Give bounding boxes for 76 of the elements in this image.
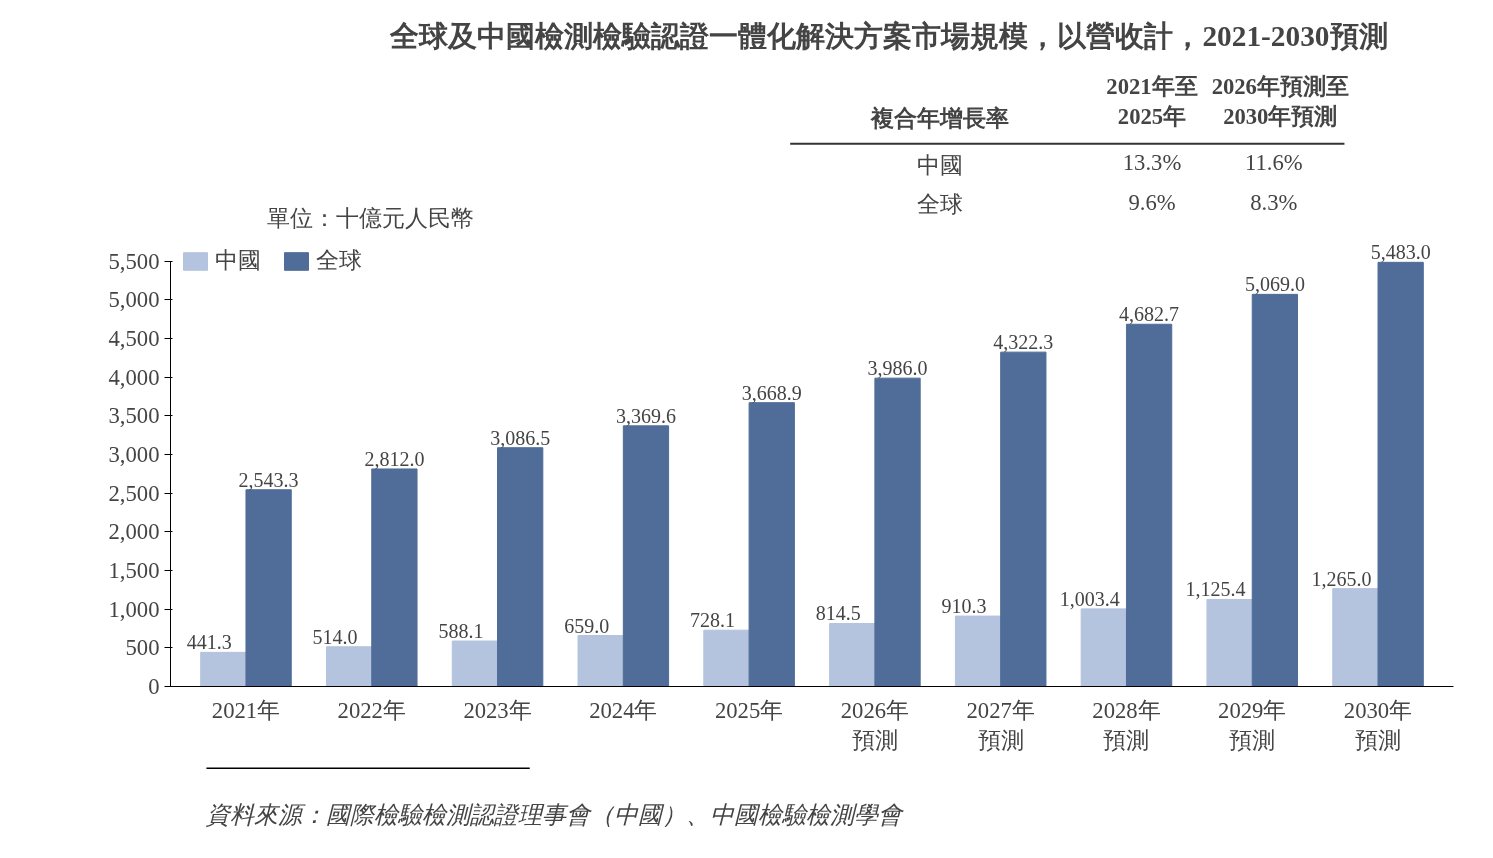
bar [954,615,1002,687]
text: 2,812.0 [364,447,425,470]
y-tick-label: 2,000 [108,519,160,545]
x-tick-label: 2025年 [714,697,784,723]
text: 659.0 [564,614,610,637]
text: 9.6% [1128,190,1176,216]
y-tick-label: 3,000 [108,441,160,467]
text: 2,543.3 [238,468,299,491]
y-tick-label: 2,500 [108,480,160,506]
x-tick-label: 2024年 [589,697,658,723]
text: 4,682.7 [1119,303,1180,326]
text: 8.3% [1250,190,1298,216]
text: 3,369.6 [615,404,676,427]
y-tick-label: 4,500 [108,325,160,351]
source-note: 資料來源：國際檢驗檢測認證理事會（中國）、中國檢驗檢測學會 [206,802,905,828]
y-tick-label: 500 [125,635,160,661]
x-tick-label: 2023年 [463,697,532,723]
text: 441.3 [186,631,232,654]
bar [829,622,876,687]
bar [1377,261,1424,687]
text: 5,069.0 [1244,273,1305,296]
text: 2026年預測至 2030年預測 [1211,74,1349,130]
bar [1251,293,1299,687]
y-axis-title: 單位：十億元人民幣 [266,205,474,231]
bar [200,651,247,687]
x-tick-label: 2027年預測 [966,697,1035,753]
bar [1206,598,1253,687]
bar [577,635,624,687]
bar [748,402,795,687]
y-tick-label: 1,000 [108,596,160,622]
text: 4,322.3 [993,331,1054,354]
text: 728.1 [689,609,735,632]
bar [371,468,418,687]
chart-title: 全球及中國檢測檢驗認證一體化解決方案市場規模，以營收計，2021-2030預測 [389,19,1388,52]
x-tick-label: 2021年 [211,697,281,723]
bar [1000,351,1047,687]
text: 11.6% [1245,150,1303,176]
bar [622,425,670,687]
x-tick-label: 2026年預測 [840,697,910,753]
text: 1,125.4 [1185,578,1246,601]
text: 13.3% [1122,150,1182,176]
legend-label: 全球 [316,247,362,275]
text: 2021年至 2025年 [1106,74,1198,130]
bar [1125,323,1173,687]
text: 5,483.0 [1370,241,1431,264]
bar [245,489,292,687]
x-tick-label: 2029年預測 [1218,697,1287,753]
y-tick-label: 4,000 [108,364,160,390]
bar [1332,588,1379,687]
text: 910.3 [941,595,987,618]
text: 588.1 [438,620,484,643]
bar [451,640,499,687]
bar [497,447,544,687]
y-tick-label: 0 [148,674,160,699]
text: 514.0 [312,625,358,648]
y-tick-label: 3,500 [108,403,160,429]
text: 全球 [917,192,964,218]
text: 1,003.4 [1059,587,1120,610]
y-tick-label: 5,000 [108,287,160,313]
x-tick-label: 2022年 [337,697,406,723]
text: 複合年增長率 [870,104,1010,131]
text: 中國 [917,152,964,178]
bar [703,629,750,687]
y-tick-label: 5,500 [108,248,160,274]
text: 3,086.5 [490,426,551,449]
legend-label: 中國 [215,247,261,275]
x-tick-label: 2030年預測 [1343,697,1413,753]
text: 814.5 [815,602,861,625]
bar [325,646,373,687]
text: 1,265.0 [1311,567,1372,590]
bar [874,377,921,687]
y-tick-label: 1,500 [108,557,160,583]
text: 3,986.0 [867,357,928,380]
x-tick-label: 2028年預測 [1092,697,1161,753]
text: 3,668.9 [741,381,802,404]
bar [1080,608,1127,687]
